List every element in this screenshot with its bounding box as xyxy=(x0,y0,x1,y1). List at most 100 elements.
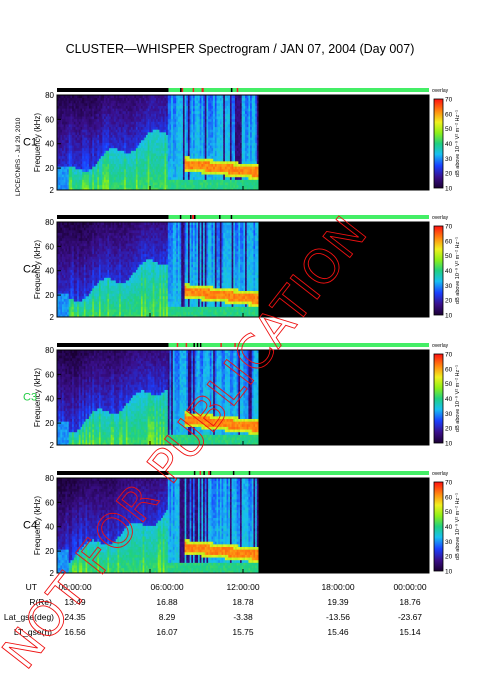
spectrogram-cell xyxy=(201,139,204,143)
spectrogram-cell xyxy=(174,118,177,122)
spectrogram-cell xyxy=(219,102,222,106)
spectrogram-cell xyxy=(58,266,61,270)
spectrogram-cell xyxy=(176,182,179,186)
spectrogram-cell xyxy=(231,129,234,133)
spectrogram-cell xyxy=(119,160,122,165)
spectrogram-cell xyxy=(112,160,115,165)
spectrogram-cell xyxy=(82,129,85,133)
spectrogram-cell xyxy=(57,261,60,265)
spectrogram-cell xyxy=(167,147,170,151)
y-axis-label: Frequency (kHz) xyxy=(33,113,42,172)
spectrogram-cell xyxy=(204,126,207,130)
spectrogram-cell xyxy=(159,105,162,109)
spectrogram-cell xyxy=(193,102,196,106)
spectrogram-cell xyxy=(248,155,251,159)
spectrogram-cell xyxy=(152,110,155,114)
spectrogram-cell xyxy=(216,95,219,99)
spectrogram-cell xyxy=(226,174,229,178)
spectrogram-cell xyxy=(115,124,118,128)
spectrogram-cell xyxy=(125,108,128,112)
spectrogram-cell xyxy=(83,274,86,278)
spectrogram-cell xyxy=(189,174,192,178)
spectrogram-cell xyxy=(176,131,179,135)
spectrogram-cell xyxy=(117,176,120,180)
spectrogram-cell xyxy=(223,134,226,138)
spectrogram-cell xyxy=(98,176,102,180)
spectrogram-cell xyxy=(209,116,212,120)
spectrogram-cell xyxy=(129,134,132,138)
spectrogram-cell xyxy=(80,121,83,125)
spectrogram-cell xyxy=(226,139,229,143)
spectrogram-cell xyxy=(166,105,169,109)
spectrogram-cell xyxy=(236,95,239,99)
spectrogram-cell xyxy=(236,131,239,135)
spectrogram-cell xyxy=(166,155,169,159)
spectrogram-cell xyxy=(110,145,113,149)
spectrogram-cell xyxy=(75,105,78,109)
spectrogram-cell xyxy=(161,97,164,101)
spectrogram-cell xyxy=(176,105,179,109)
spectrogram-cell xyxy=(109,182,112,186)
spectrogram-cell xyxy=(132,121,135,125)
spectrogram-cell xyxy=(179,100,182,104)
spectrogram-cell xyxy=(167,187,170,191)
spectrogram-cell xyxy=(65,287,68,292)
spectrogram-cell xyxy=(245,166,248,170)
spectrogram-cell xyxy=(139,110,142,114)
spectrogram-cell xyxy=(169,182,172,186)
spectrogram-cell xyxy=(218,97,221,101)
spectrogram-cell xyxy=(166,131,169,135)
spectrogram-cell xyxy=(135,100,138,104)
spectrogram-cell xyxy=(208,150,211,154)
spectrogram-cell xyxy=(135,182,138,186)
spectrogram-cell xyxy=(122,168,125,172)
spectrogram-cell xyxy=(243,160,246,165)
spectrogram-cell xyxy=(189,110,192,114)
spectrogram-cell xyxy=(166,179,169,183)
spectrogram-cell xyxy=(152,126,155,130)
spectrogram-cell xyxy=(166,153,169,157)
spectrogram-cell xyxy=(231,174,234,178)
spectrogram-cell xyxy=(60,150,63,154)
spectrogram-cell xyxy=(216,118,219,122)
spectrogram-cell xyxy=(87,174,90,178)
spectrogram-cell xyxy=(164,105,167,109)
spectrogram-cell xyxy=(58,113,61,117)
spectrogram-cell xyxy=(107,113,110,117)
spectrogram-cell xyxy=(60,266,63,270)
spectrogram-cell xyxy=(129,184,132,188)
spectrogram-cell xyxy=(196,166,199,170)
spectrogram-cell xyxy=(149,100,152,104)
spectrogram-cell xyxy=(125,174,128,178)
spectrogram-cell xyxy=(92,131,95,135)
spectrogram-cell xyxy=(78,113,81,117)
spectrogram-cell xyxy=(132,129,135,133)
spectrogram-cell xyxy=(119,113,122,117)
spectrogram-cell xyxy=(152,108,155,112)
spectrogram-cell xyxy=(107,182,110,186)
spectrogram-cell xyxy=(100,163,103,167)
spectrogram-cell xyxy=(58,126,61,130)
spectrogram-cell xyxy=(63,113,66,117)
spectrogram-cell xyxy=(233,97,236,101)
spectrogram-cell xyxy=(104,168,107,172)
spectrogram-cell xyxy=(83,290,86,294)
spectrogram-cell xyxy=(130,95,133,99)
spectrogram-cell xyxy=(110,95,113,99)
spectrogram-cell xyxy=(85,134,88,138)
spectrogram-cell xyxy=(109,171,112,175)
spectrogram-cell xyxy=(80,282,83,286)
spectrogram-cell xyxy=(179,176,182,180)
status-segment xyxy=(168,88,429,92)
spectrogram-cell xyxy=(162,187,165,191)
spectrogram-cell xyxy=(82,295,85,299)
spectrogram-cell xyxy=(77,261,80,265)
spectrogram-cell xyxy=(105,176,108,180)
spectrogram-cell xyxy=(63,311,66,315)
spectrogram-cell xyxy=(253,174,256,178)
spectrogram-cell xyxy=(67,224,70,228)
spectrogram-cell xyxy=(213,153,216,157)
spectrogram-cell xyxy=(82,171,85,175)
spectrogram-cell xyxy=(228,163,231,167)
spectrogram-cell xyxy=(198,179,201,183)
